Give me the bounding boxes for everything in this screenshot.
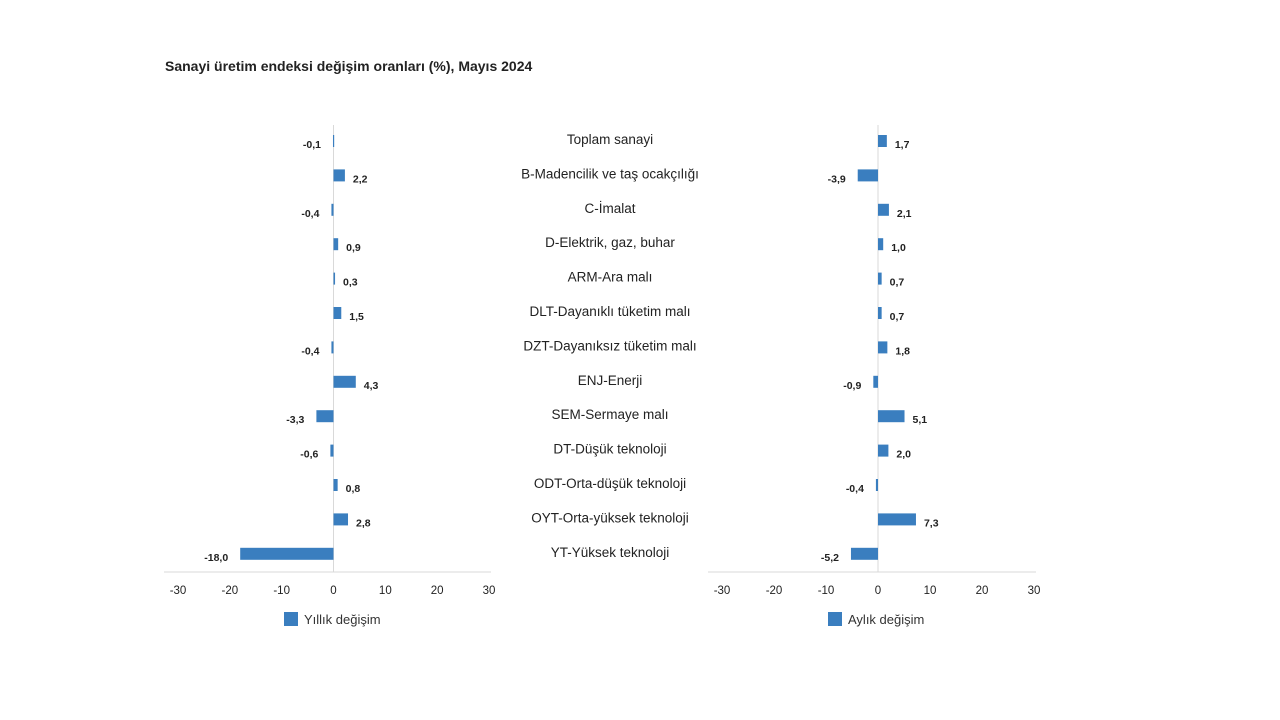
monthly-value-label: -0,9: [843, 380, 861, 392]
category-labels: Toplam sanayi B-Madencilik ve taş ocakçıl…: [521, 132, 699, 560]
monthly-change-panel: -30 -20 -10 0 10 20 30 1,7 -3,9 2,1 1,0 0,7 0,7 1,8 -0…: [708, 125, 1040, 627]
category-label: C-İmalat: [584, 201, 635, 216]
category-label: D-Elektrik, gaz, buhar: [545, 235, 675, 250]
yearly-value-label: 2,2: [353, 173, 368, 185]
category-label: OYT-Orta-yüksek teknoloji: [531, 510, 689, 525]
yearly-bar: [333, 238, 339, 251]
monthly-bar: [878, 238, 884, 251]
monthly-bar: [878, 444, 889, 457]
yearly-value-label: -3,3: [286, 414, 304, 426]
yearly-value-label: 0,9: [346, 242, 361, 254]
category-label: DT-Düşük teknoloji: [553, 442, 666, 457]
yearly-value-label: 1,5: [349, 311, 364, 323]
monthly-value-label: 7,3: [924, 517, 939, 529]
yearly-x-tick-label: -20: [222, 585, 239, 597]
category-label: DLT-Dayanıklı tüketim malı: [529, 304, 690, 319]
yearly-x-tick-label: -10: [273, 585, 290, 597]
monthly-x-tick-label: 0: [875, 585, 881, 597]
monthly-value-label: -0,4: [846, 483, 864, 495]
category-label: Toplam sanayi: [567, 132, 653, 147]
monthly-bar: [878, 341, 888, 354]
yearly-value-label: -0,4: [301, 208, 319, 220]
monthly-value-label: -3,9: [828, 173, 846, 185]
yearly-bar: [316, 410, 334, 423]
monthly-x-tick-label: 20: [976, 585, 989, 597]
monthly-x-tick-label: 10: [924, 585, 937, 597]
yearly-value-label: -0,4: [301, 345, 319, 357]
yearly-value-label: 0,8: [346, 483, 361, 495]
yearly-bar: [333, 375, 356, 388]
monthly-value-label: -5,2: [821, 552, 839, 564]
monthly-value-label: 2,0: [896, 449, 911, 461]
yearly-value-label: 4,3: [364, 380, 379, 392]
monthly-bar: [878, 272, 882, 285]
yearly-x-tick-label: 30: [483, 585, 496, 597]
monthly-x-tick-label: 30: [1028, 585, 1041, 597]
yearly-x-tick-label: 20: [431, 585, 444, 597]
yearly-legend-label: Yıllık değişim: [304, 612, 381, 627]
monthly-value-label: 0,7: [890, 311, 905, 323]
yearly-x-tick-label: -30: [170, 585, 187, 597]
yearly-change-panel: -30 -20 -10 0 10 20 30 -0,1 2,2 -0,4 0,9 0,3 1,5 -0,4…: [164, 125, 495, 627]
yearly-bar: [333, 479, 338, 491]
category-label: SEM-Sermaye malı: [551, 407, 668, 422]
monthly-bar: [878, 410, 905, 423]
monthly-legend-label: Aylık değişim: [848, 612, 924, 627]
yearly-bar: [333, 272, 336, 285]
yearly-bar: [332, 135, 335, 147]
yearly-bar: [333, 169, 345, 182]
yearly-bar: [330, 444, 334, 457]
yearly-value-label: 0,3: [343, 277, 358, 289]
yearly-legend-swatch: [284, 612, 298, 626]
monthly-bar: [878, 513, 916, 526]
monthly-legend-swatch: [828, 612, 842, 626]
monthly-bar: [873, 375, 878, 388]
chart-title: Sanayi üretim endeksi değişim oranları (…: [165, 58, 533, 74]
yearly-bar: [333, 307, 342, 319]
category-label: B-Madencilik ve taş ocakçılığı: [521, 166, 699, 181]
category-label: YT-Yüksek teknoloji: [551, 545, 670, 560]
monthly-value-label: 0,7: [890, 277, 905, 289]
category-label: DZT-Dayanıksız tüketim malı: [523, 338, 696, 353]
yearly-bar: [331, 341, 334, 354]
yearly-value-label: -0,1: [303, 139, 321, 151]
monthly-bar: [878, 135, 887, 147]
monthly-bar: [850, 547, 878, 560]
monthly-value-label: 5,1: [913, 414, 928, 426]
yearly-x-tick-label: 10: [379, 585, 392, 597]
yearly-bar: [240, 547, 334, 560]
monthly-value-label: 1,8: [895, 345, 910, 357]
monthly-value-label: 1,7: [895, 139, 910, 151]
monthly-bar: [878, 203, 889, 216]
yearly-value-label: -0,6: [300, 449, 318, 461]
monthly-x-tick-label: -20: [766, 585, 783, 597]
monthly-x-tick-label: -10: [818, 585, 835, 597]
monthly-bar: [875, 479, 878, 491]
yearly-x-tick-label: 0: [330, 585, 336, 597]
category-label: ODT-Orta-düşük teknoloji: [534, 476, 686, 491]
yearly-bar: [333, 513, 349, 526]
monthly-x-tick-label: -30: [714, 585, 731, 597]
monthly-bar: [878, 307, 882, 319]
yearly-value-label: 2,8: [356, 517, 371, 529]
monthly-bar: [857, 169, 878, 182]
monthly-value-label: 2,1: [897, 208, 912, 220]
monthly-value-label: 1,0: [891, 242, 906, 254]
yearly-bar: [331, 203, 334, 216]
category-label: ENJ-Enerji: [578, 373, 643, 388]
category-label: ARM-Ara malı: [568, 270, 653, 285]
yearly-value-label: -18,0: [204, 552, 228, 564]
